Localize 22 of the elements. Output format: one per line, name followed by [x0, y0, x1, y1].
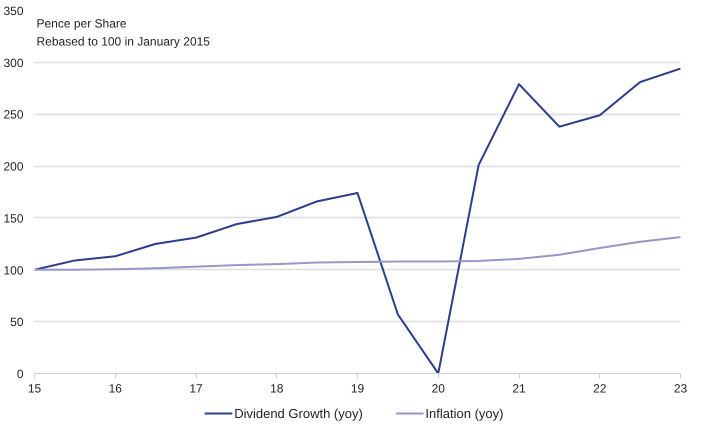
x-tick-label: 22 — [593, 382, 607, 396]
x-tick-label: 16 — [108, 382, 122, 396]
y-tick-label: 150 — [3, 211, 24, 226]
y-tick-label: 350 — [3, 4, 24, 18]
x-tick-label: 17 — [189, 382, 203, 396]
x-tick-label: 15 — [28, 382, 42, 396]
x-tick-label: 19 — [350, 382, 364, 396]
x-tick-label: 23 — [674, 382, 688, 396]
y-tick-label: 300 — [3, 56, 24, 70]
annotation: Rebased to 100 in January 2015 — [36, 34, 210, 48]
annotation: Pence per Share — [36, 16, 127, 30]
y-tick-label: 200 — [3, 160, 24, 174]
y-tick-label: 250 — [3, 108, 24, 122]
line-series — [34, 236, 680, 271]
y-tick-label: 0 — [16, 367, 24, 381]
x-tick-label: 20 — [432, 382, 446, 396]
x-tick-label: 21 — [512, 382, 526, 396]
legend-label: Dividend Growth (yoy) — [234, 406, 363, 421]
y-tick-label: 100 — [3, 263, 24, 278]
x-tick-label: 18 — [270, 382, 284, 396]
legend-label: Inflation (yoy) — [425, 406, 504, 421]
y-tick-label: 50 — [10, 315, 24, 330]
